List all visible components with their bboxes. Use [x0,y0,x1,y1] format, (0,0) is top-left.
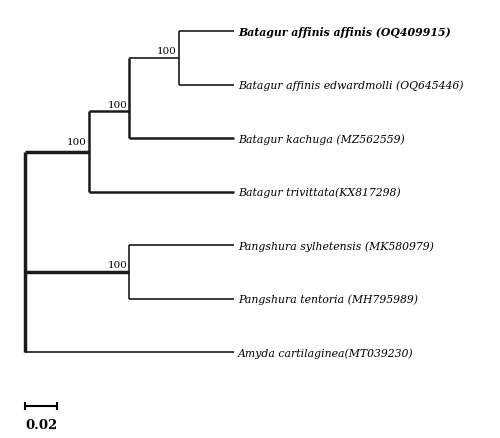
Text: 100: 100 [108,261,127,270]
Text: Batagur affinis affinis (OQ409915): Batagur affinis affinis (OQ409915) [238,27,451,38]
Text: Amyda cartilaginea(MT039230): Amyda cartilaginea(MT039230) [238,347,414,358]
Text: 100: 100 [157,47,177,56]
Text: Batagur kachuga (MZ562559): Batagur kachuga (MZ562559) [238,134,405,144]
Text: 100: 100 [108,101,127,110]
Text: Batagur trivittata(KX817298): Batagur trivittata(KX817298) [238,187,400,198]
Text: 100: 100 [66,138,86,147]
Text: Batagur affinis edwardmolli (OQ645446): Batagur affinis edwardmolli (OQ645446) [238,80,464,91]
Text: Pangshura sylhetensis (MK580979): Pangshura sylhetensis (MK580979) [238,240,434,251]
Text: Pangshura tentoria (MH795989): Pangshura tentoria (MH795989) [238,294,418,304]
Text: 0.02: 0.02 [26,417,58,431]
